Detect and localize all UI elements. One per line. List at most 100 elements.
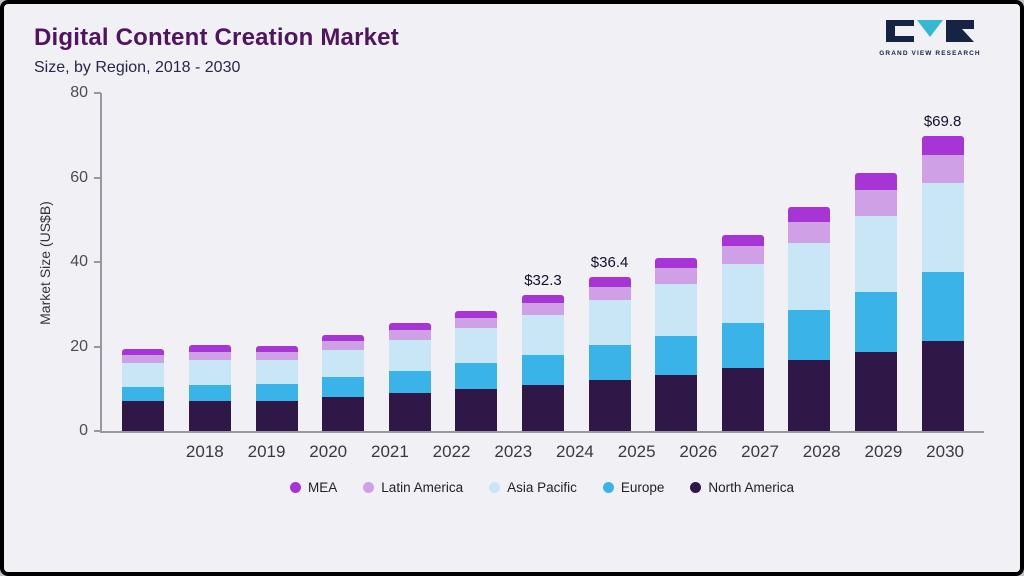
bar-segment-europe — [188, 384, 231, 401]
y-tick-mark — [94, 92, 101, 94]
bar-segment-europe — [322, 376, 365, 398]
legend-swatch-icon — [489, 482, 501, 493]
bar-column-2026 — [643, 93, 710, 431]
x-tick-label: 2024 — [556, 442, 594, 461]
bar-segment-mea — [788, 207, 831, 222]
legend-item-north-america: North America — [690, 480, 794, 495]
bar-segment-north-america — [388, 392, 431, 431]
bar-segment-north-america — [255, 400, 298, 431]
bar-segment-asia-pacific — [588, 299, 631, 345]
bar-column-2025: $36.4 — [576, 93, 643, 431]
bar-segment-mea — [921, 136, 964, 156]
bar-segment-asia-pacific — [388, 339, 431, 371]
bar-segment-latin-america — [388, 330, 431, 340]
grand-view-research-logo: GRAND VIEW RESEARCH — [878, 20, 982, 57]
x-tick-label: 2029 — [864, 442, 903, 461]
bar-segment-mea — [255, 345, 298, 352]
bar-stack — [122, 348, 165, 431]
legend-item-asia-pacific: Asia Pacific — [489, 480, 577, 495]
bar-segment-europe — [521, 354, 564, 386]
x-tick-label: 2025 — [617, 442, 656, 461]
bar-segment-latin-america — [521, 303, 564, 315]
x-tick-label: 2023 — [494, 442, 533, 461]
legend-item-latin-america: Latin America — [363, 480, 463, 495]
bar-segment-mea — [521, 294, 564, 304]
bar-segment-europe — [388, 370, 431, 393]
gvr-logo-icon — [886, 20, 974, 42]
bar-segment-latin-america — [855, 190, 897, 216]
bar-stack — [188, 345, 231, 431]
bar-stack — [855, 173, 897, 431]
chart-header: Digital Content Creation Market Size, by… — [4, 4, 1020, 77]
bar-segment-latin-america — [721, 246, 764, 265]
bar-stack — [721, 234, 764, 431]
bar-stack — [921, 136, 964, 431]
y-tick-label: 0 — [79, 422, 88, 439]
bar-segment-north-america — [122, 401, 165, 431]
legend-label: Latin America — [381, 480, 464, 495]
bar-segment-europe — [721, 323, 764, 368]
x-tick-label: 2027 — [741, 442, 779, 461]
bar-segment-asia-pacific — [322, 350, 365, 377]
x-tick-label: 2026 — [679, 442, 718, 461]
plot-wrap: 0 20 40 60 80 $32.3 $36.4 $69.8 2018 2019 2020 202… — [70, 84, 984, 462]
bar-segment-north-america — [322, 397, 365, 431]
bar-segment-mea — [855, 173, 897, 191]
legend-label: Asia Pacific — [507, 480, 577, 495]
bar-stack — [588, 277, 631, 431]
bar-segment-latin-america — [122, 354, 165, 364]
legend-swatch-icon — [602, 482, 614, 493]
bar-column-2019 — [177, 93, 244, 431]
chart-title: Digital Content Creation Market — [34, 24, 399, 51]
x-tick-label: 2028 — [802, 442, 841, 461]
legend-swatch-icon — [290, 482, 302, 493]
legend: MEA Latin America Asia Pacific Europe North … — [100, 480, 984, 495]
bar-column-2020 — [243, 93, 310, 431]
bar-segment-latin-america — [788, 221, 831, 244]
bar-segment-asia-pacific — [255, 360, 298, 384]
bar-segment-europe — [588, 344, 631, 381]
bar-segment-north-america — [721, 367, 764, 431]
chart-subtitle: Size, by Region, 2018 - 2030 — [34, 59, 241, 76]
bar-segment-europe — [921, 271, 964, 342]
legend-swatch-icon — [690, 482, 702, 493]
bar-segment-mea — [655, 257, 698, 269]
y-axis-label-wrap: Market Size (US$B) — [34, 93, 56, 433]
bar-segment-asia-pacific — [921, 183, 964, 272]
bar-segment-north-america — [588, 380, 631, 431]
bar-segment-mea — [122, 348, 165, 355]
y-tick-mark — [94, 261, 101, 263]
bar-segment-north-america — [521, 385, 564, 431]
bar-stack — [521, 294, 564, 431]
y-tick-mark — [94, 430, 101, 432]
stacked-bar-chart: Market Size (US$B) 0 20 40 60 80 $32.3 $36.4 $6… — [34, 84, 984, 495]
x-tick-label: 2018 — [185, 442, 224, 461]
bar-segment-latin-america — [255, 351, 298, 361]
y-tick-label: 80 — [70, 84, 88, 101]
bar-segment-latin-america — [188, 351, 231, 361]
bar-segment-north-america — [188, 400, 231, 431]
bar-segment-mea — [455, 310, 498, 318]
bar-stack — [322, 334, 365, 431]
x-tick-label: 2020 — [309, 442, 348, 461]
bar-column-2018 — [110, 93, 177, 431]
bar-segment-latin-america — [322, 341, 365, 351]
x-tick-label: 2022 — [432, 442, 471, 461]
bar-segment-asia-pacific — [788, 243, 831, 310]
bar-segment-asia-pacific — [855, 215, 897, 293]
plot-area: 0 20 40 60 80 $32.3 $36.4 $69.8 — [70, 84, 984, 439]
bar-segment-europe — [655, 335, 698, 375]
bar-segment-asia-pacific — [655, 284, 698, 336]
bar-segment-latin-america — [655, 268, 698, 284]
legend-swatch-icon — [363, 482, 375, 493]
bar-segment-north-america — [788, 360, 831, 431]
legend-label: MEA — [308, 480, 338, 495]
y-tick-label: 20 — [70, 337, 88, 355]
bar-column-2030: $69.8 — [909, 93, 976, 431]
bar-segment-latin-america — [588, 286, 631, 300]
bar-segment-asia-pacific — [521, 314, 564, 355]
bar-column-2027 — [709, 93, 776, 431]
bar-segment-asia-pacific — [188, 360, 231, 385]
bar-column-2028 — [776, 93, 843, 431]
bar-segment-asia-pacific — [455, 327, 498, 364]
